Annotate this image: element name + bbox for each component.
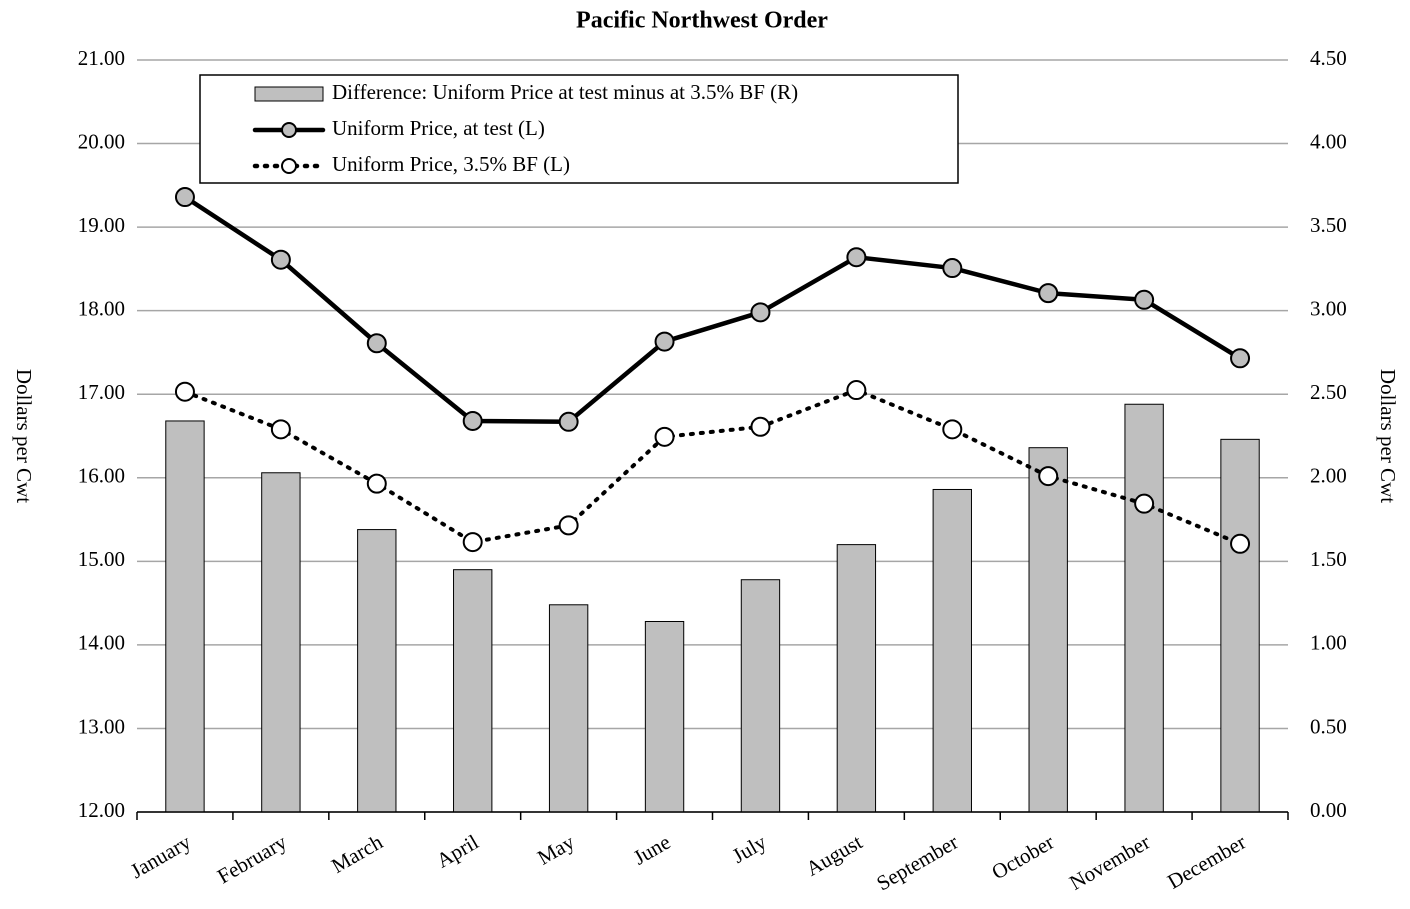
y2-tick-label: 4.00	[1310, 129, 1347, 153]
marker	[750, 302, 771, 323]
legend-label: Uniform Price, at test (L)	[332, 116, 545, 140]
y2-tick-label: 1.00	[1310, 631, 1347, 655]
marker	[174, 187, 195, 208]
x-tick-label: March	[327, 829, 387, 877]
marker	[558, 411, 579, 432]
y-tick-label: 18.00	[78, 296, 125, 320]
marker	[750, 416, 771, 437]
y-tick-label: 19.00	[78, 213, 125, 237]
x-tick-label: September	[872, 830, 962, 896]
marker	[558, 515, 579, 536]
y-tick-label: 17.00	[78, 380, 125, 404]
y2-tick-label: 0.50	[1310, 714, 1347, 738]
bar	[1220, 438, 1260, 813]
x-tick-label: May	[533, 829, 579, 869]
marker	[1038, 283, 1059, 304]
marker	[462, 410, 483, 431]
marker	[1134, 493, 1155, 514]
bar	[740, 579, 781, 813]
y-tick-label: 16.00	[78, 464, 125, 488]
y-tick-label: 21.00	[78, 46, 125, 70]
y-tick-label: 13.00	[78, 714, 125, 738]
bar	[357, 529, 397, 813]
marker	[654, 331, 675, 352]
y-tick-label: 20.00	[78, 129, 125, 153]
line	[182, 388, 1243, 546]
bar	[836, 544, 877, 813]
legend-label: Difference: Uniform Price at test minus …	[332, 80, 798, 104]
marker	[1230, 533, 1251, 554]
bar	[548, 604, 589, 813]
x-tick-label: June	[629, 830, 674, 870]
y2-tick-label: 2.50	[1310, 380, 1347, 404]
bar	[453, 569, 493, 813]
bar	[261, 472, 301, 813]
marker	[270, 249, 291, 270]
marker	[654, 426, 675, 447]
marker	[174, 381, 195, 402]
x-tick-label: April	[432, 830, 483, 873]
marker	[462, 532, 483, 553]
bar	[1124, 403, 1164, 813]
marker	[846, 247, 867, 268]
marker	[366, 333, 387, 354]
y-tick-label: 12.00	[78, 798, 125, 822]
x-tick-label: December	[1163, 830, 1250, 894]
legend-box	[199, 74, 959, 184]
bar	[165, 420, 205, 813]
bar	[932, 488, 972, 813]
marker	[1134, 289, 1155, 310]
x-tick-label: January	[126, 829, 195, 883]
legend: Difference: Uniform Price at test minus …	[199, 74, 959, 184]
y2-tick-label: 3.00	[1310, 296, 1347, 320]
x-tick-label: August	[802, 830, 867, 881]
y2-tick-label: 0.00	[1310, 798, 1347, 822]
x-tick-label: October	[988, 830, 1059, 885]
marker	[942, 258, 963, 279]
y2-tick-label: 4.50	[1310, 46, 1347, 70]
marker	[270, 419, 291, 440]
x-tick-label: February	[213, 829, 291, 888]
marker	[942, 419, 963, 440]
y2-tick-label: 3.50	[1310, 213, 1347, 237]
y-tick-label: 15.00	[78, 547, 125, 571]
chart-title: Pacific Northwest Order	[576, 8, 828, 34]
bar	[1028, 447, 1068, 813]
y2-tick-label: 2.00	[1310, 464, 1347, 488]
legend-label: Uniform Price, 3.5% BF (L)	[332, 152, 570, 176]
bar	[644, 620, 685, 813]
marker	[1038, 466, 1059, 487]
x-tick-label: July	[728, 829, 771, 868]
marker	[366, 473, 387, 494]
legend-marker	[281, 158, 297, 174]
line	[182, 194, 1243, 425]
x-tick-label: November	[1065, 830, 1154, 895]
y-axis-label: Dollars per Cwt	[12, 369, 36, 503]
y2-tick-label: 1.50	[1310, 547, 1347, 571]
marker	[846, 380, 867, 401]
y2-axis-label: Dollars per Cwt	[1376, 369, 1400, 503]
legend-marker	[281, 122, 297, 138]
legend-swatch	[254, 86, 324, 102]
y-tick-label: 14.00	[78, 631, 125, 655]
marker	[1230, 348, 1251, 369]
